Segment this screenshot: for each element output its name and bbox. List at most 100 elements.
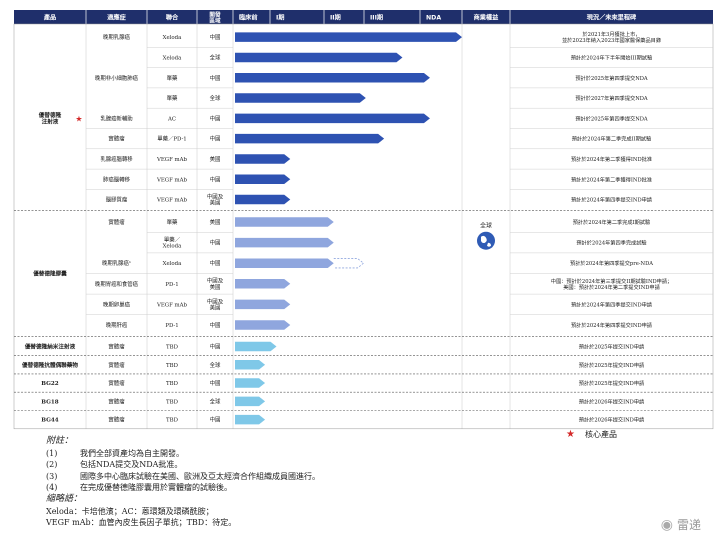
core-star-icon: ★ (75, 114, 82, 123)
region-cell: 全球 (210, 361, 221, 369)
pipeline-bar (235, 154, 291, 164)
group-label-4: BG22 (41, 381, 59, 387)
indication-cell: 晚期乳腺癌 (103, 33, 131, 41)
abbreviations-title: 縮略語： (46, 494, 83, 504)
group-label-0: 優替德隆注射液 (38, 111, 62, 125)
combo-cell: 單藥 (167, 218, 178, 226)
indication-cell: 實體瘤 (108, 218, 125, 226)
combo-cell: 單藥／PD-1 (157, 135, 186, 143)
header-cell-3: 開發區域 (209, 10, 221, 24)
indication-cell: 晚期肝癌 (106, 321, 128, 329)
combo-cell: VEGF mAb (156, 157, 188, 163)
core-product-legend: ★ 核心產品 (566, 429, 617, 440)
indication-cell: 實體瘤 (108, 342, 125, 350)
region-cell: 全球 (210, 94, 221, 102)
milestone-cell: 預計於2024年第四季提交IND申請 (571, 196, 652, 204)
combo-cell: TBD (166, 363, 179, 369)
footnote-1: (1) 我們全部資產均為自主開發。 (46, 448, 184, 458)
indication-cell: 實體瘤 (108, 397, 125, 405)
region-cell: 全球 (210, 53, 221, 61)
header-cell-6: II期 (330, 14, 341, 22)
combo-cell: 單藥／ Xeloda (163, 235, 182, 249)
milestone-cell: 預計於2026年提交IND申請 (579, 397, 644, 405)
combo-cell: Xeloda (163, 35, 182, 41)
pipeline-bar-dashed (333, 258, 365, 269)
globe-land (481, 235, 491, 247)
group-label-6: BG44 (41, 418, 59, 424)
indication-cell: 肺癌腦轉移 (103, 175, 131, 183)
header-cell-10: 現況／未來里程碑 (587, 14, 637, 22)
footnotes: 附註： (1) 我們全部資產均為自主開發。 (2) 包括NDA提交及NDA批准。 (… (46, 436, 320, 494)
weibo-icon: ◉ (660, 516, 673, 533)
indication-cell: 晚期卵巢癌 (103, 300, 131, 308)
indication-cell: 晚期胃癌和食管癌 (95, 280, 139, 288)
header-bar (14, 10, 713, 24)
region-cell: 中國 (210, 74, 221, 82)
combo-cell: Xeloda (163, 261, 182, 267)
pipeline-bar (235, 133, 385, 144)
region-cell: 中國 (210, 416, 221, 424)
milestone-cell: 預計於2024年第四季提交IND申請 (571, 321, 652, 329)
region-cell: 中國及美國 (207, 192, 224, 206)
pipeline-bar (235, 378, 266, 388)
combo-cell: TBD (166, 344, 179, 350)
combo-cell: TBD (166, 381, 179, 387)
milestone-cell: 預計於2025年第四季提交NDA (575, 74, 648, 82)
indication-cell: 腦膠質瘤 (106, 196, 128, 204)
footnote-2: (2) 包括NDA提交及NDA批准。 (46, 460, 183, 469)
pipeline-bar (235, 113, 430, 124)
abbreviations-line-1: Xeloda：卡培他濱；AC：蒽環類及環磷酰胺； (46, 506, 214, 516)
pipeline-bar (235, 174, 291, 184)
combo-cell: AC (167, 116, 176, 122)
region-cell: 中國 (210, 342, 221, 350)
pipeline-bar (235, 360, 266, 370)
header-cell-2: 聯合 (166, 14, 179, 22)
region-cell: 美國 (210, 218, 221, 226)
milestone-cell: 預計於2024年第四季完成試驗 (576, 239, 646, 247)
header-cell-7: III期 (370, 14, 383, 22)
region-cell: 中國 (210, 135, 221, 143)
pipeline-bar (235, 52, 403, 63)
abbreviations: 縮略語： Xeloda：卡培他濱；AC：蒽環類及環磷酰胺； VEGF mAb：血… (46, 494, 236, 529)
region-cell: 全球 (210, 397, 221, 405)
header-cell-1: 適應症 (107, 14, 126, 22)
milestone-cell: 預計於2025年提交IND申請 (579, 379, 644, 387)
pipeline-bar (235, 258, 334, 268)
region-cell: 中國 (210, 259, 221, 267)
star-icon: ★ (566, 429, 575, 440)
combo-cell: 單藥 (167, 94, 178, 102)
header-cell-0: 產品 (43, 14, 56, 22)
commercial-rights-label: 全球 (480, 222, 492, 230)
pipeline-bar (235, 320, 291, 330)
region-cell: 中國 (210, 175, 221, 183)
indication-cell: 晚期乳腺癌¹ (102, 259, 131, 267)
milestone-cell: 預計於2024年第二季獲得IND批准 (571, 175, 652, 183)
milestone-cell: 預計於2024年第二季完成I期試驗 (573, 218, 651, 226)
group-label-3: 優替德隆抗體偶聯藥物 (21, 361, 78, 369)
combo-cell: TBD (166, 418, 179, 424)
milestone-cell: 預計於2026年提交IND申請 (579, 416, 644, 424)
group-label-5: BG18 (41, 399, 59, 405)
indication-cell: 乳腺癌新輔助 (100, 114, 132, 122)
region-cell: 中國及美國 (207, 277, 224, 291)
header-cell-4: 臨床前 (239, 14, 258, 22)
header-cell-9: 商業權益 (474, 14, 500, 22)
milestone-cell: 預計於2024年第四季提交IND申請 (571, 300, 652, 308)
milestone-cell: 預計於2025年提交IND申請 (579, 361, 644, 369)
footnote-4: (4) 在完成優替德隆膠囊用於實體瘤的試驗後。 (46, 483, 232, 492)
region-cell: 中國 (210, 114, 221, 122)
core-product-label: 核心產品 (584, 430, 617, 439)
group-label-1: 優替德隆膠囊 (32, 270, 67, 278)
header-cell-8: NDA (426, 15, 441, 22)
pipeline-bar (235, 299, 291, 310)
watermark: ◉ 雷递 (661, 516, 701, 533)
pipeline-bar (235, 414, 266, 425)
indication-cell: 實體瘤 (108, 135, 125, 143)
combo-cell: VEGF mAb (156, 177, 188, 183)
combo-cell: Xeloda (163, 55, 182, 61)
indication-cell: 實體瘤 (108, 416, 125, 424)
pipeline-bar (235, 237, 334, 248)
pipeline-bar (235, 32, 462, 42)
combo-cell: VEGF mAb (156, 302, 188, 308)
